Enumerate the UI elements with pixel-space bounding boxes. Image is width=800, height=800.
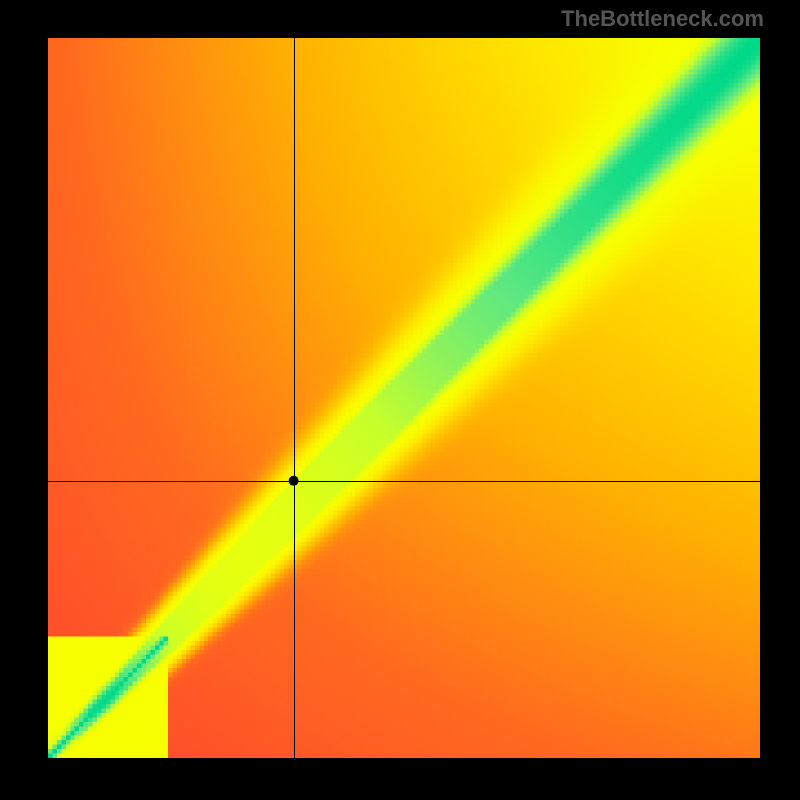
plot-area (48, 38, 760, 758)
chart-container: TheBottleneck.com (0, 0, 800, 800)
crosshair-overlay (48, 38, 760, 758)
watermark-text: TheBottleneck.com (561, 6, 764, 32)
